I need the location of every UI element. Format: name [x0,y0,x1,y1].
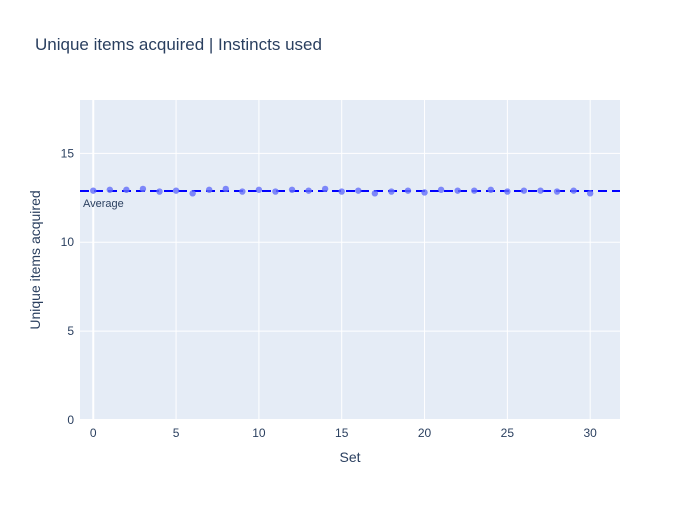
data-point[interactable] [537,187,544,194]
data-point[interactable] [189,190,196,197]
data-point[interactable] [437,186,445,193]
data-point[interactable] [156,188,163,195]
data-point[interactable] [123,186,130,193]
data-point[interactable] [355,187,362,194]
data-point[interactable] [520,187,528,194]
y-axis-title: Unique items acquired [27,190,43,329]
data-point[interactable] [239,188,246,195]
y-tick-label: 10 [61,235,75,249]
data-point[interactable] [305,187,312,194]
data-point[interactable] [404,187,412,194]
data-point[interactable] [504,188,511,195]
data-point[interactable] [454,187,461,194]
plot-background [80,100,620,420]
data-point[interactable] [371,190,379,197]
average-label: Average [83,198,124,210]
x-tick-label: 20 [418,426,432,440]
data-point[interactable] [471,187,478,194]
data-point[interactable] [288,186,296,193]
data-point[interactable] [222,185,229,193]
data-point[interactable] [172,187,180,194]
x-tick-label: 30 [584,426,598,440]
data-point[interactable] [106,186,114,193]
data-point[interactable] [255,186,263,193]
data-point[interactable] [90,187,97,194]
data-point[interactable] [570,187,577,194]
x-tick-label: 0 [90,426,97,440]
data-points[interactable] [90,185,594,197]
average-line-group: Average [80,190,620,210]
data-point[interactable] [421,189,428,196]
data-point[interactable] [553,188,561,195]
y-tick-label: 15 [61,146,75,160]
data-point[interactable] [487,186,494,193]
chart-title: Unique items acquired | Instincts used [35,35,322,54]
y-tick-label: 0 [67,413,74,427]
x-axis-title: Set [339,449,360,465]
data-point[interactable] [586,190,594,197]
data-point[interactable] [206,186,213,193]
data-point[interactable] [338,188,345,195]
x-tick-label: 25 [501,426,515,440]
data-point[interactable] [139,185,147,193]
grid-lines [80,100,620,421]
x-tick-label: 15 [335,426,349,440]
y-tick-label: 5 [67,324,74,338]
tick-labels: 0 5 10 15 20 25 30 0 5 10 15 [61,146,598,440]
data-point[interactable] [321,185,329,193]
data-point[interactable] [388,188,395,195]
data-point[interactable] [272,188,279,195]
x-tick-label: 5 [173,426,180,440]
x-tick-label: 10 [252,426,266,440]
